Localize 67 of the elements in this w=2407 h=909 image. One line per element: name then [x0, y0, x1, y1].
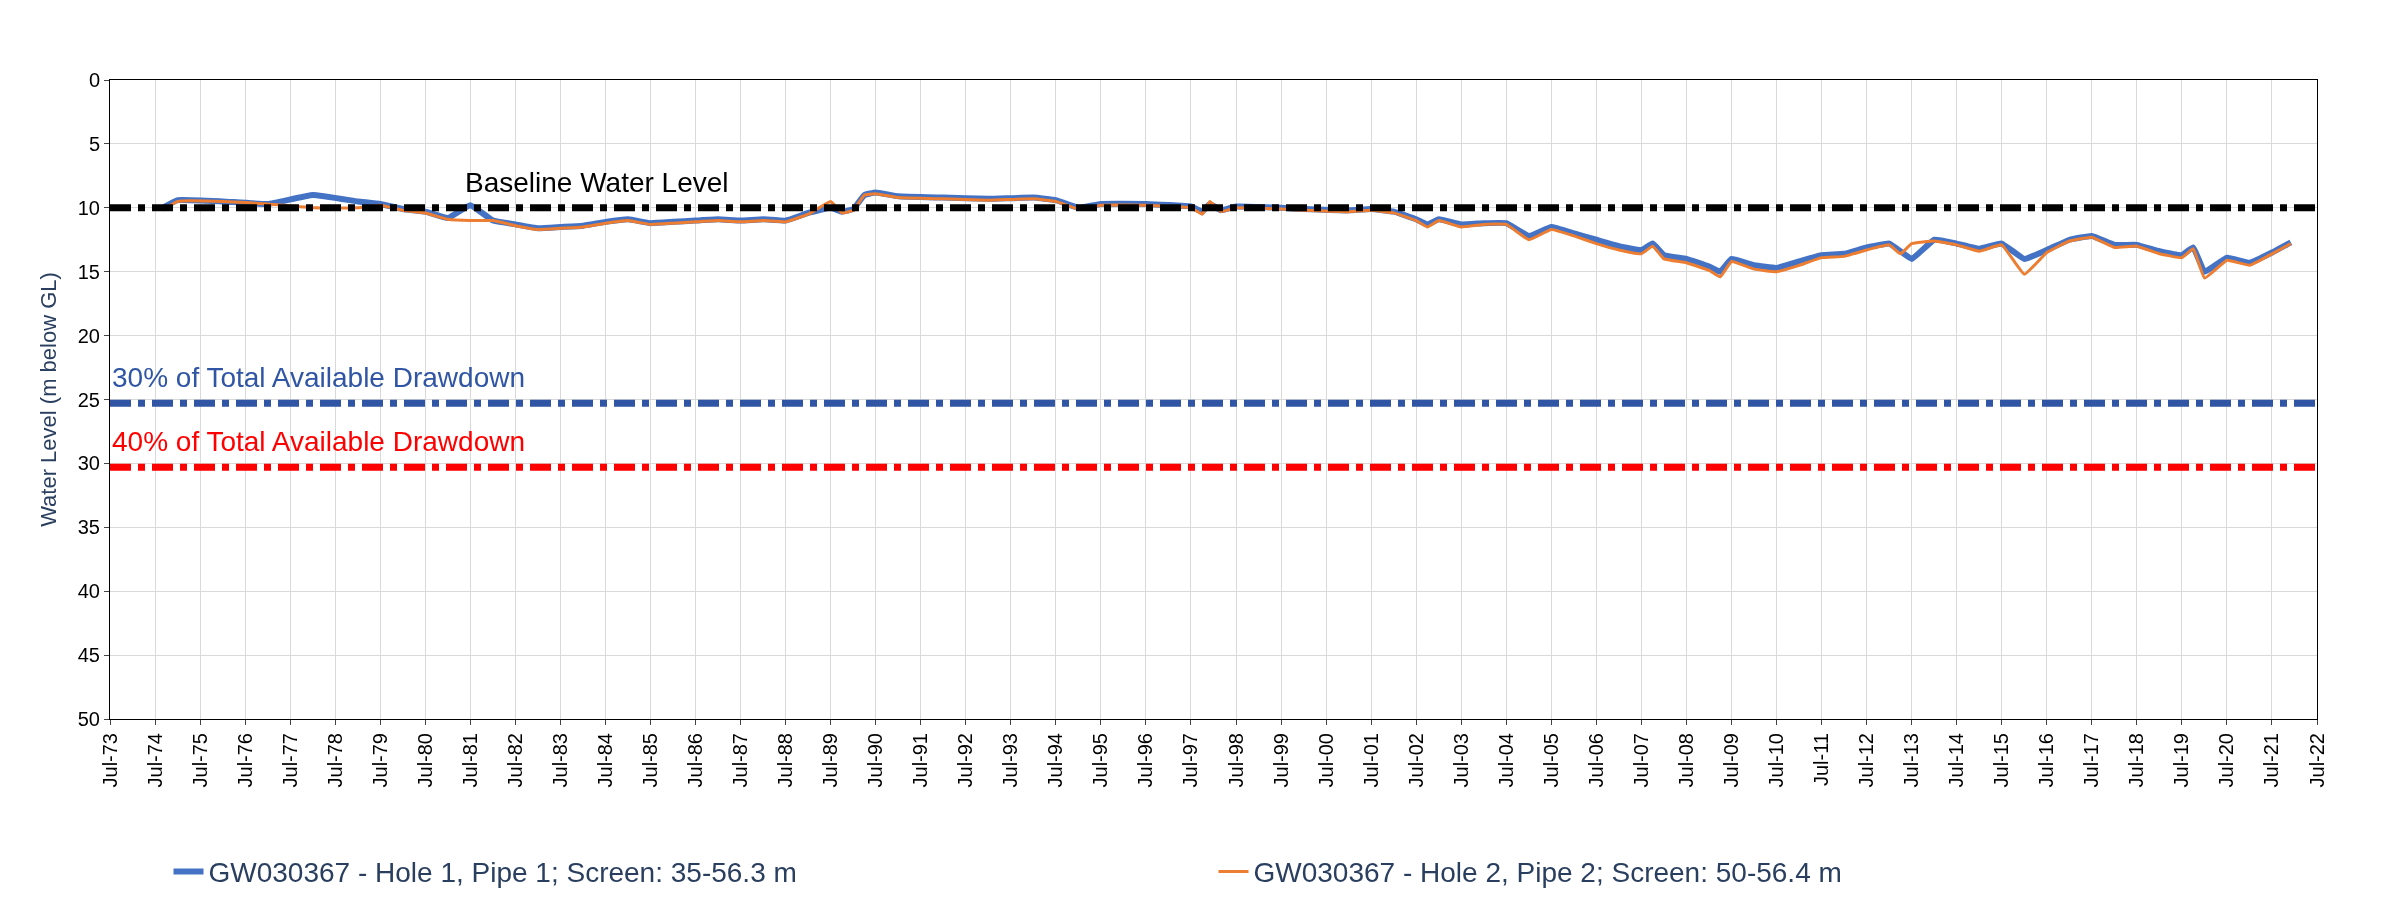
x-tick-label: Jul-75	[188, 733, 211, 788]
x-tick-label: Jul-22	[2305, 733, 2328, 788]
x-tick-label: Jul-99	[1269, 733, 1292, 788]
y-tick-label: 0	[88, 69, 100, 91]
y-tick-label: 15	[77, 260, 100, 283]
x-tick-label: Jul-01	[1359, 733, 1382, 788]
x-tick-label: Jul-74	[143, 733, 166, 788]
y-axis-title: Water Level (m below GL)	[35, 272, 61, 527]
x-tick-label: Jul-81	[458, 733, 481, 788]
x-tick-label: Jul-04	[1494, 733, 1517, 788]
x-tick-label: Jul-00	[1314, 733, 1337, 788]
x-tick-label: Jul-85	[639, 733, 661, 788]
x-tick-label: Jul-89	[819, 733, 842, 788]
x-tick-label: Jul-86	[684, 733, 707, 788]
x-tick-label: Jul-82	[503, 733, 526, 788]
x-tick-label: Jul-08	[1674, 733, 1697, 788]
legend-label: GW030367 - Hole 1, Pipe 1; Screen: 35-56.3 m	[208, 857, 797, 889]
y-tick-label: 20	[77, 324, 100, 347]
x-tick-label: Jul-79	[368, 733, 391, 788]
x-tick-label: Jul-20	[2215, 733, 2238, 788]
x-tick-label: Jul-09	[1719, 733, 1742, 788]
x-tick-label: Jul-11	[1810, 733, 1833, 786]
x-tick-label: Jul-94	[1044, 733, 1067, 788]
x-tick-label: Jul-07	[1629, 733, 1652, 788]
y-tick-label: 45	[77, 644, 100, 667]
y-tick-label: 40	[77, 580, 100, 603]
x-tick-label: Jul-80	[413, 733, 436, 788]
x-tick-label: Jul-10	[1765, 733, 1787, 788]
y-tick-label: 25	[77, 388, 100, 411]
x-tick-label: Jul-88	[774, 733, 797, 788]
y-tick-label: 50	[77, 708, 100, 730]
x-tick-label: Jul-76	[233, 733, 256, 788]
x-tick-label: Jul-73	[98, 733, 121, 788]
ref-line-label: Baseline Water Level	[465, 167, 729, 198]
y-tick-label: 5	[88, 132, 100, 155]
x-tick-label: Jul-21	[2260, 733, 2283, 788]
x-tick-label: Jul-78	[323, 733, 346, 788]
x-tick-label: Jul-15	[1990, 733, 2013, 788]
x-tick-label: Jul-91	[909, 733, 932, 788]
x-tick-label: Jul-84	[593, 733, 616, 788]
x-tick-label: Jul-77	[278, 733, 301, 788]
x-tick-label: Jul-17	[2080, 733, 2103, 788]
x-tick-label: Jul-05	[1539, 733, 1562, 788]
x-tick-label: Jul-87	[729, 733, 752, 788]
x-tick-label: Jul-03	[1449, 733, 1472, 788]
y-tick-label: 35	[77, 516, 100, 539]
x-tick-label: Jul-14	[1945, 733, 1968, 788]
x-tick-label: Jul-90	[864, 733, 887, 788]
x-tick-label: Jul-12	[1855, 733, 1878, 788]
x-tick-label: Jul-93	[999, 733, 1022, 788]
x-tick-label: Jul-18	[2125, 733, 2148, 788]
legend-label: GW030367 - Hole 2, Pipe 2; Screen: 50-56.4 m	[1253, 857, 1842, 889]
x-tick-label: Jul-98	[1224, 733, 1247, 788]
x-tick-label: Jul-02	[1404, 733, 1427, 788]
y-tick-label: 30	[77, 452, 100, 475]
ref-line-label: 40% of Total Available Drawdown	[112, 426, 525, 457]
x-tick-label: Jul-96	[1134, 733, 1157, 788]
x-tick-label: Jul-19	[2170, 733, 2193, 788]
x-tick-label: Jul-95	[1089, 733, 1112, 788]
ref-line-label: 30% of Total Available Drawdown	[112, 362, 525, 393]
x-tick-label: Jul-92	[954, 733, 977, 788]
x-tick-label: Jul-06	[1584, 733, 1607, 788]
x-tick-label: Jul-16	[2035, 733, 2058, 788]
y-tick-label: 10	[77, 196, 100, 219]
x-tick-label: Jul-97	[1179, 733, 1202, 788]
x-tick-label: Jul-83	[548, 733, 571, 788]
x-tick-label: Jul-13	[1900, 733, 1923, 788]
